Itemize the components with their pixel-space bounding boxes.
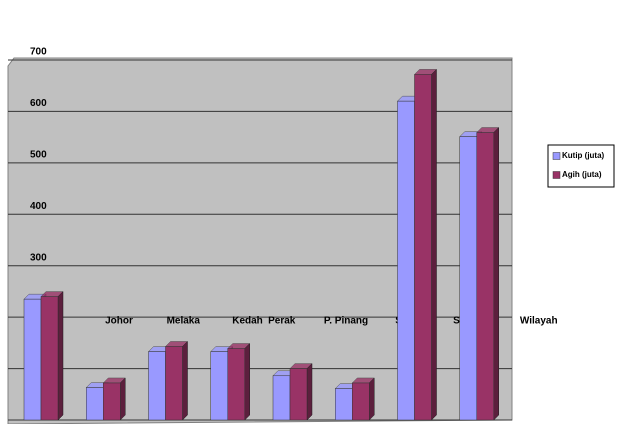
bar bbox=[40, 296, 59, 421]
y-tick-label: 600 bbox=[30, 98, 47, 109]
bar-side bbox=[431, 68, 437, 421]
y-tick-label: 300 bbox=[30, 252, 47, 263]
bar bbox=[165, 346, 183, 421]
bar bbox=[397, 100, 415, 421]
bar-side bbox=[306, 362, 313, 421]
y-tick-label: 400 bbox=[30, 201, 47, 212]
bar-side bbox=[182, 340, 188, 421]
bar bbox=[227, 348, 245, 421]
plot-wall bbox=[7, 57, 513, 424]
bar bbox=[476, 132, 494, 421]
x-tick-label: Kedah bbox=[232, 316, 263, 327]
x-tick-label: Melaka bbox=[167, 316, 201, 327]
legend-box bbox=[547, 144, 615, 188]
bar bbox=[86, 387, 104, 421]
bar bbox=[23, 298, 42, 421]
legend-label: Agih (juta) bbox=[562, 170, 602, 179]
bar bbox=[272, 375, 291, 421]
x-tick-label: Wilayah bbox=[520, 316, 558, 327]
bar-side bbox=[120, 377, 126, 421]
bar-side bbox=[244, 342, 250, 421]
bar-side bbox=[493, 126, 499, 421]
bar-side bbox=[369, 377, 375, 421]
bar bbox=[335, 388, 353, 421]
bar bbox=[352, 382, 370, 421]
bar bbox=[459, 136, 477, 421]
bar bbox=[103, 382, 121, 421]
y-tick-label: 500 bbox=[30, 149, 47, 160]
legend-label: Kutip (juta) bbox=[562, 151, 605, 160]
bar bbox=[289, 368, 308, 421]
x-tick-label: Perak bbox=[268, 316, 296, 327]
legend-swatch bbox=[552, 171, 561, 179]
x-tick-label: P. Pinang bbox=[324, 316, 368, 327]
bar bbox=[148, 351, 166, 421]
bar-side bbox=[57, 290, 64, 421]
bar bbox=[210, 351, 228, 421]
x-tick-label: Johor bbox=[105, 316, 133, 327]
bar bbox=[414, 74, 432, 421]
legend-swatch bbox=[552, 152, 561, 160]
y-tick-label: 700 bbox=[30, 47, 47, 58]
